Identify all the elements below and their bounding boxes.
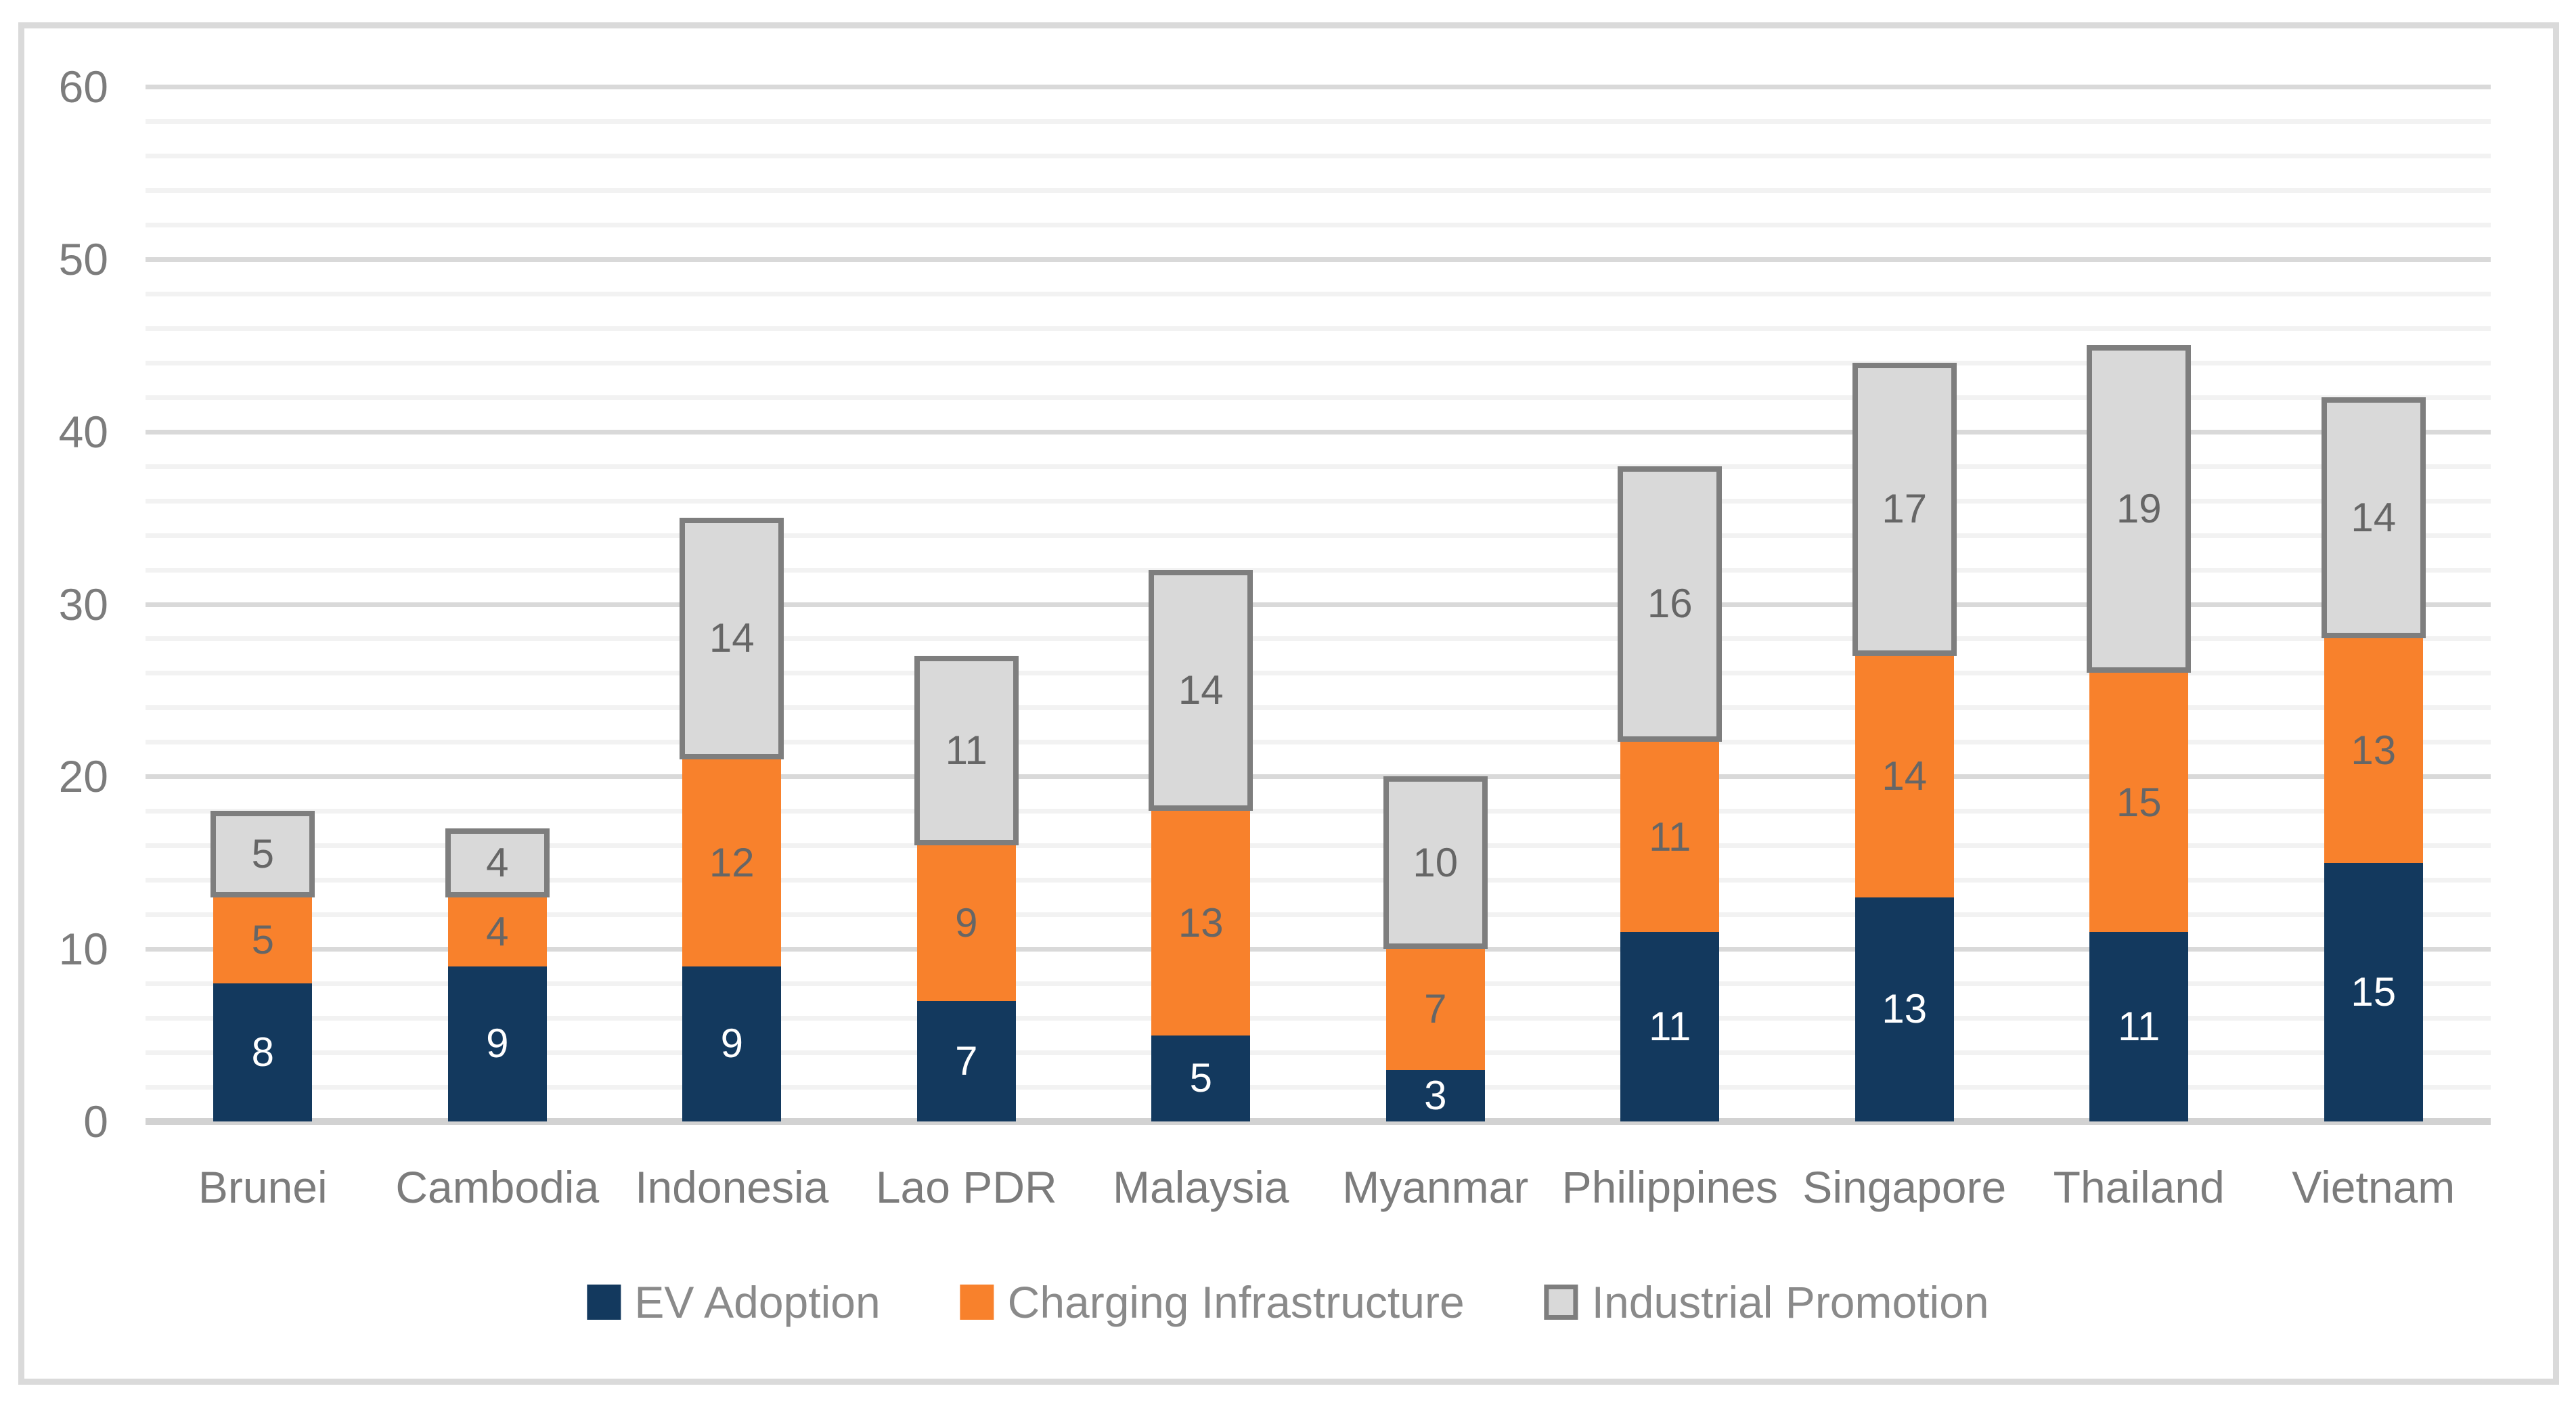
legend-item-charging-infrastructure: Charging Infrastructure — [960, 1278, 1465, 1327]
legend-swatch-icon — [587, 1285, 621, 1320]
legend-label: EV Adoption — [634, 1277, 881, 1327]
legend-item-industrial-promotion: Industrial Promotion — [1544, 1277, 1989, 1327]
chart-frame — [18, 22, 2559, 1385]
legend-swatch-icon — [960, 1285, 994, 1320]
legend-label: Industrial Promotion — [1591, 1277, 1989, 1327]
legend-label: Charging Infrastructure — [1007, 1277, 1465, 1327]
legend-item-ev-adoption: EV Adoption — [587, 1277, 881, 1327]
legend-swatch-icon — [1544, 1285, 1578, 1320]
legend: EV Adoption Charging Infrastructure Indust… — [587, 1278, 1989, 1327]
